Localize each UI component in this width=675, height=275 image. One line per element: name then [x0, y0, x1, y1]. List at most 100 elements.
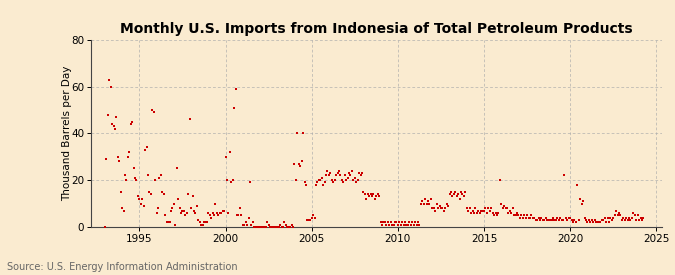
Point: [429, 206, 439, 210]
Point: [431, 201, 442, 206]
Point: [615, 213, 626, 217]
Point: [456, 190, 466, 194]
Point: [130, 175, 140, 180]
Point: [549, 218, 560, 222]
Point: [621, 215, 632, 220]
Point: [612, 213, 623, 217]
Point: [588, 220, 599, 224]
Point: [389, 220, 400, 224]
Point: [243, 215, 254, 220]
Point: [396, 222, 406, 227]
Point: [155, 173, 166, 178]
Point: [114, 159, 125, 164]
Point: [618, 215, 628, 220]
Point: [275, 222, 286, 227]
Point: [443, 204, 454, 208]
Point: [438, 208, 449, 213]
Point: [140, 147, 151, 152]
Point: [506, 211, 516, 215]
Point: [466, 211, 477, 215]
Point: [622, 218, 633, 222]
Point: [306, 215, 317, 220]
Point: [319, 180, 330, 185]
Point: [605, 215, 616, 220]
Point: [331, 173, 342, 178]
Point: [161, 220, 172, 224]
Point: [397, 220, 408, 224]
Point: [225, 150, 236, 154]
Point: [164, 220, 175, 224]
Point: [351, 180, 362, 185]
Point: [193, 218, 204, 222]
Point: [355, 173, 366, 178]
Point: [580, 218, 591, 222]
Point: [616, 218, 627, 222]
Point: [138, 204, 149, 208]
Point: [437, 206, 448, 210]
Point: [620, 218, 630, 222]
Point: [562, 218, 572, 222]
Point: [329, 178, 340, 182]
Point: [157, 190, 168, 194]
Point: [547, 215, 558, 220]
Point: [460, 190, 470, 194]
Point: [384, 222, 395, 227]
Point: [277, 225, 288, 229]
Point: [565, 215, 576, 220]
Point: [375, 220, 386, 224]
Point: [513, 213, 524, 217]
Point: [539, 218, 549, 222]
Point: [229, 106, 240, 110]
Point: [302, 218, 313, 222]
Point: [497, 206, 508, 210]
Point: [254, 225, 265, 229]
Point: [593, 220, 604, 224]
Point: [556, 218, 567, 222]
Point: [296, 159, 307, 164]
Point: [589, 218, 600, 222]
Point: [638, 215, 649, 220]
Point: [312, 180, 323, 185]
Point: [394, 220, 405, 224]
Point: [550, 218, 561, 222]
Point: [178, 208, 189, 213]
Point: [242, 222, 252, 227]
Point: [294, 162, 304, 166]
Point: [626, 215, 637, 220]
Point: [485, 208, 495, 213]
Point: [524, 215, 535, 220]
Point: [128, 166, 139, 170]
Point: [388, 222, 399, 227]
Point: [142, 173, 153, 178]
Point: [475, 211, 485, 215]
Point: [503, 211, 514, 215]
Point: [373, 192, 383, 196]
Point: [211, 211, 222, 215]
Point: [499, 204, 510, 208]
Point: [406, 222, 416, 227]
Point: [517, 215, 528, 220]
Point: [371, 194, 382, 199]
Point: [244, 180, 255, 185]
Point: [200, 220, 211, 224]
Point: [608, 215, 619, 220]
Point: [585, 220, 595, 224]
Point: [356, 171, 367, 175]
Point: [606, 218, 617, 222]
Point: [111, 115, 122, 119]
Point: [387, 222, 398, 227]
Point: [134, 197, 144, 201]
Point: [146, 192, 157, 196]
Point: [322, 169, 333, 173]
Point: [477, 208, 488, 213]
Point: [101, 157, 112, 161]
Point: [543, 218, 554, 222]
Point: [196, 222, 207, 227]
Point: [284, 225, 294, 229]
Point: [109, 126, 120, 131]
Point: [213, 213, 223, 217]
Point: [629, 213, 640, 217]
Point: [421, 201, 432, 206]
Point: [467, 208, 478, 213]
Point: [190, 211, 200, 215]
